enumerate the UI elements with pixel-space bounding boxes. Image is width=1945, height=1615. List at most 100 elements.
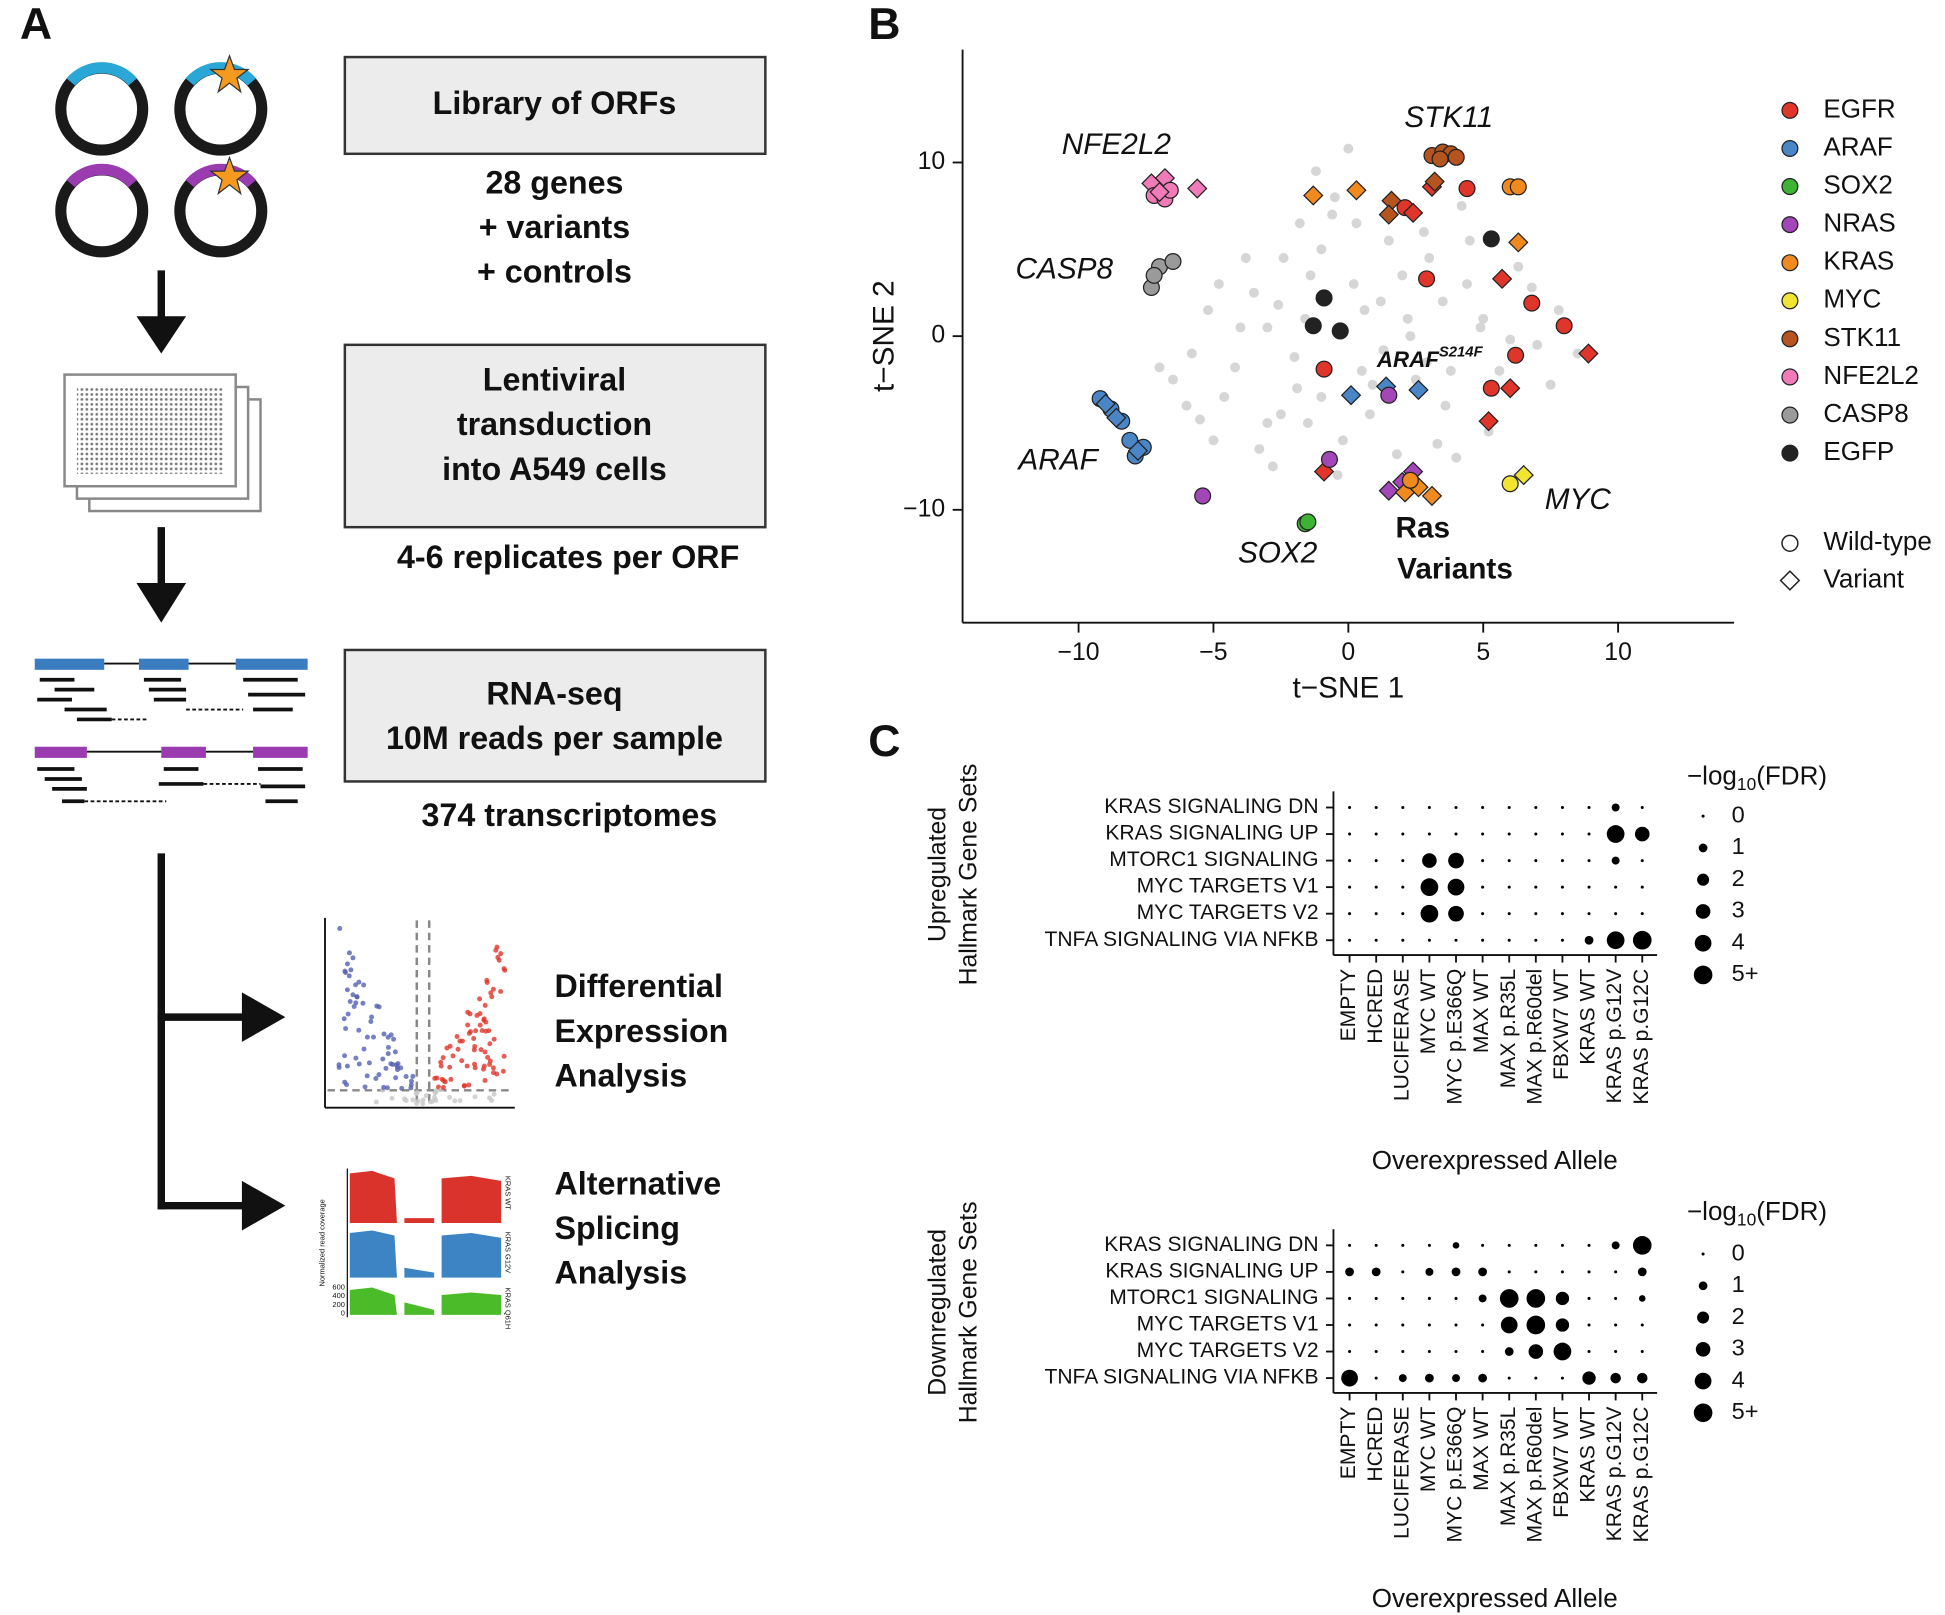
dot <box>1401 1296 1405 1300</box>
y-tick-label: 0 <box>931 322 945 349</box>
volcano-dot <box>440 1055 446 1061</box>
point <box>1121 431 1139 449</box>
point <box>1482 230 1500 248</box>
background-point <box>1402 313 1413 324</box>
x-tick-label: 5 <box>1476 639 1490 666</box>
reads <box>34 658 308 804</box>
dot <box>1611 856 1620 865</box>
column-label: MAX p.R35L <box>1497 1406 1520 1526</box>
point <box>1187 178 1208 199</box>
legend-swatch <box>1781 330 1799 348</box>
point <box>1507 346 1525 364</box>
dot <box>1640 859 1644 863</box>
volcano-dot <box>495 954 501 960</box>
background-point <box>1343 143 1354 154</box>
dot <box>1587 1350 1591 1354</box>
point <box>1509 178 1527 196</box>
dot <box>1401 1243 1405 1247</box>
annotation: SOX2 <box>1238 536 1318 569</box>
background-point <box>1203 305 1214 316</box>
column-label: FBXW7 WT <box>1550 969 1573 1080</box>
point <box>1458 180 1476 198</box>
point <box>1095 393 1116 415</box>
background-point <box>1219 391 1230 402</box>
dot <box>1640 805 1644 810</box>
dot <box>1447 878 1465 896</box>
annotation: Variants <box>1397 552 1513 585</box>
x-tick-label: −5 <box>1199 639 1227 666</box>
volcano-dot <box>373 1099 379 1105</box>
volcano-dot <box>383 1065 389 1071</box>
step-caption: 374 transcriptomes <box>421 797 717 833</box>
dot <box>1478 1294 1487 1303</box>
dot <box>1425 1373 1434 1383</box>
y-axis-title: Upregulated <box>925 807 952 942</box>
column-label: MYC p.E366Q <box>1444 969 1467 1105</box>
point <box>1194 487 1212 505</box>
coverage-y-label: Normalized read coverage <box>317 1199 326 1286</box>
volcano-dot <box>353 982 359 988</box>
size-legend-title-part: (FDR) <box>1756 761 1827 791</box>
point <box>1331 322 1349 340</box>
point <box>1315 289 1333 307</box>
background-point <box>1351 218 1362 229</box>
volcano-dot <box>403 1097 409 1103</box>
row-label: KRAS SIGNALING UP <box>1105 822 1318 845</box>
volcano-dot <box>388 1061 394 1067</box>
volcano-dot <box>376 1072 382 1078</box>
x-tick-label: 0 <box>1341 639 1355 666</box>
dot <box>1478 1373 1487 1383</box>
volcano-dot <box>350 955 356 961</box>
annotation-superscript: S214F <box>1439 344 1484 360</box>
background-point <box>1378 345 1389 356</box>
point <box>1340 385 1362 406</box>
coverage-track: KRAS G12V <box>503 1232 512 1273</box>
dot <box>1614 1296 1618 1300</box>
dot <box>1610 1372 1621 1384</box>
legend-swatch <box>1781 254 1799 272</box>
dot <box>1587 859 1591 863</box>
size-legend-label: 5+ <box>1732 1398 1759 1424</box>
background-point <box>1181 400 1192 411</box>
point <box>1346 180 1367 201</box>
x-axis-title: Overexpressed Allele <box>1372 1583 1618 1613</box>
dot <box>1398 1374 1407 1383</box>
annotation: ARAF <box>1016 443 1099 476</box>
point <box>1127 440 1149 461</box>
background-point <box>1367 379 1378 390</box>
dot <box>1526 1289 1546 1308</box>
dot <box>1374 1323 1378 1327</box>
dot <box>1507 938 1511 942</box>
dot <box>1341 1369 1358 1387</box>
volcano-dot <box>488 990 494 996</box>
volcano-dot <box>364 1034 370 1040</box>
volcano-dot <box>362 1084 368 1090</box>
dot <box>1611 1241 1620 1250</box>
volcano-dot <box>447 1043 453 1049</box>
size-legend-dot <box>1694 1372 1712 1390</box>
legend-label: EGFP <box>1823 436 1894 466</box>
volcano-dot <box>447 1094 453 1100</box>
background-point <box>1305 270 1316 281</box>
legend-label: NFE2L2 <box>1823 360 1919 390</box>
volcano-dot <box>474 1012 480 1018</box>
dot <box>1534 805 1538 810</box>
dot <box>1427 1350 1431 1354</box>
legend-swatch <box>1781 139 1799 158</box>
size-legend-title-sub: 10 <box>1737 774 1756 794</box>
dot <box>1401 805 1405 810</box>
dot <box>1614 1323 1618 1327</box>
dot <box>1348 805 1352 810</box>
legend-swatch <box>1781 216 1799 234</box>
legend-swatch <box>1781 292 1799 310</box>
row-label: KRAS SIGNALING UP <box>1105 1259 1318 1282</box>
panel-label: B <box>868 0 900 49</box>
dot <box>1560 859 1564 863</box>
dot <box>1560 1376 1564 1380</box>
plasmids <box>55 62 268 258</box>
dot <box>1481 912 1485 916</box>
size-legend-dot <box>1697 1311 1710 1324</box>
volcano-dot <box>490 1070 496 1076</box>
column-label: MAX p.R60del <box>1523 969 1546 1105</box>
volcano-dot <box>491 1091 497 1097</box>
